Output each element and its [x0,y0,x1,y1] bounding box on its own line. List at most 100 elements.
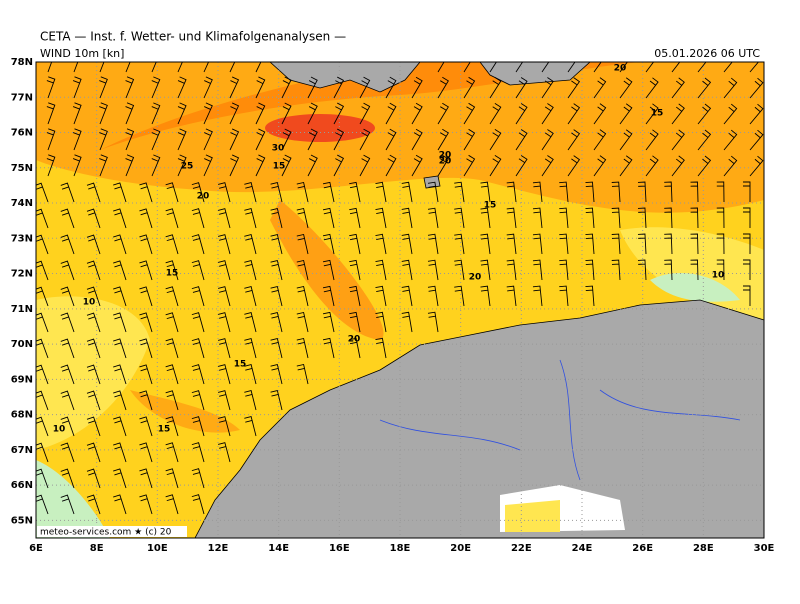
wind-barb [139,442,153,463]
wind-barb [113,338,127,359]
wind-barb [532,285,543,307]
lat-label: 74N [11,198,33,209]
river [379,359,741,481]
wind-barb [349,207,361,229]
wind-barb [489,154,502,177]
wind-barb [191,468,205,489]
wind-barb [716,259,725,281]
wind-barb [559,233,569,255]
wind-barb [645,62,655,73]
wind-barb [333,102,345,125]
wind-barb [151,102,161,125]
wind-barb [437,102,449,125]
wind-barb [307,76,318,99]
wind-barb [191,312,205,333]
wind-barb [593,155,607,177]
wind-barb [113,208,127,229]
lon-label: 16E [329,543,350,554]
wind-barb [270,286,283,307]
wind-barb [139,364,153,385]
wind-barb [36,442,49,463]
light-zone [505,500,560,532]
wind-barb [165,312,179,333]
wind-barb [375,259,387,281]
wind-barb [375,207,387,229]
wind-barb [411,128,423,151]
wind-barb [559,207,569,229]
wind-barb [36,234,49,255]
lon-label: 26E [632,543,653,554]
wind-barb [716,233,725,255]
contour-label: 10 [712,271,725,281]
wind-barb [113,312,127,333]
wind-barb [113,442,127,463]
wind-barb [375,181,387,203]
wind-barb [541,77,554,99]
wind-barb [349,285,361,307]
wind-barb [36,260,49,281]
wind-barb [375,285,387,307]
wind-barb [151,128,161,151]
wind-barb [559,285,569,307]
lon-label: 24E [572,543,593,554]
wind-barb [567,77,581,99]
wind-barb [60,286,75,307]
lat-label: 65N [11,515,33,526]
wind-barb [217,182,231,203]
wind-barb [217,312,231,333]
wind-barb [203,128,213,151]
wind-barb [72,154,82,177]
wind-barb [244,338,257,359]
wind-barb [619,62,628,73]
wind-barb [296,207,309,229]
wind-barbs [36,62,764,515]
wind-barb [191,260,205,281]
wind-barb [619,129,633,151]
wind-barb [637,233,647,255]
wind-barb [743,207,751,229]
wind-barb [463,76,476,99]
wind-barb [113,416,127,437]
wind-barb [690,233,699,255]
wind-barb [165,442,179,463]
wind-barb [401,207,413,229]
wind-barb [191,494,205,515]
wind-barb [99,128,108,151]
lon-label: 28E [693,543,714,554]
wind-barb [86,182,101,203]
wind-barb [36,286,49,307]
contour-label: 15 [234,360,247,370]
wind-barb [244,260,257,281]
wind-barb [191,364,205,385]
wind-barb [697,103,712,125]
wind-barb [191,416,205,437]
orange-zone [36,62,764,213]
wind-barb [255,154,266,177]
wind-barb [454,207,465,229]
lon-label: 14E [268,543,289,554]
wind-barb [165,416,179,437]
wind-barb [255,76,266,99]
wind-barb [99,154,108,177]
wind-barb [463,102,476,125]
credit: meteo-services.com ★ (c) 20 [40,528,172,538]
wind-barb [151,154,161,177]
wind-barb [585,259,595,281]
wind-barb [139,208,153,229]
wind-barb [723,77,738,99]
wind-barb [151,62,157,73]
wind-barb [60,416,75,437]
wind-barb [203,154,213,177]
wind-barb [749,129,764,151]
wind-barb [60,468,75,489]
contour-label: 10 [83,298,96,308]
wind-barb [749,77,764,99]
wind-barb [125,102,135,125]
wind-barb [723,62,733,73]
wind-barb [585,233,595,255]
wind-barb [60,442,75,463]
lon-label: 18E [390,543,411,554]
wind-barb [645,129,659,151]
wind-barb [46,128,56,151]
contour-label: 20 [348,335,361,345]
